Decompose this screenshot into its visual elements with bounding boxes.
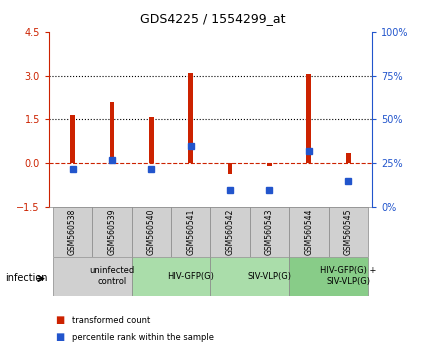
Bar [132, 257, 210, 296]
Text: ■: ■ [55, 315, 65, 325]
Bar [289, 207, 329, 257]
Bar [149, 116, 154, 163]
Bar [132, 207, 171, 257]
Bar [92, 207, 132, 257]
Bar [210, 207, 250, 257]
Text: GSM560541: GSM560541 [186, 209, 195, 255]
Bar [228, 163, 232, 173]
Bar [306, 74, 311, 163]
Bar [188, 73, 193, 163]
Text: uninfected
control: uninfected control [89, 267, 135, 286]
Text: HIV-GFP(G) +
SIV-VLP(G): HIV-GFP(G) + SIV-VLP(G) [320, 267, 377, 286]
Text: GSM560545: GSM560545 [344, 209, 353, 255]
Text: GSM560543: GSM560543 [265, 209, 274, 255]
Text: GSM560544: GSM560544 [304, 209, 313, 255]
Text: SIV-VLP(G): SIV-VLP(G) [247, 272, 292, 281]
Bar [53, 207, 92, 257]
Text: GSM560540: GSM560540 [147, 209, 156, 255]
Bar [110, 102, 114, 163]
Text: GDS4225 / 1554299_at: GDS4225 / 1554299_at [140, 12, 285, 25]
Text: transformed count: transformed count [72, 316, 150, 325]
Bar [53, 257, 132, 296]
Bar [329, 207, 368, 257]
Text: percentile rank within the sample: percentile rank within the sample [72, 332, 214, 342]
Text: infection: infection [5, 273, 48, 283]
Text: GSM560538: GSM560538 [68, 209, 77, 255]
Text: ■: ■ [55, 332, 65, 342]
Bar [250, 207, 289, 257]
Text: HIV-GFP(G): HIV-GFP(G) [167, 272, 214, 281]
Bar [210, 257, 289, 296]
Text: GSM560539: GSM560539 [108, 209, 116, 255]
Bar [346, 153, 351, 163]
Bar [267, 163, 272, 166]
Bar [289, 257, 368, 296]
Bar [70, 115, 75, 163]
Bar [171, 207, 210, 257]
Text: GSM560542: GSM560542 [226, 209, 235, 255]
